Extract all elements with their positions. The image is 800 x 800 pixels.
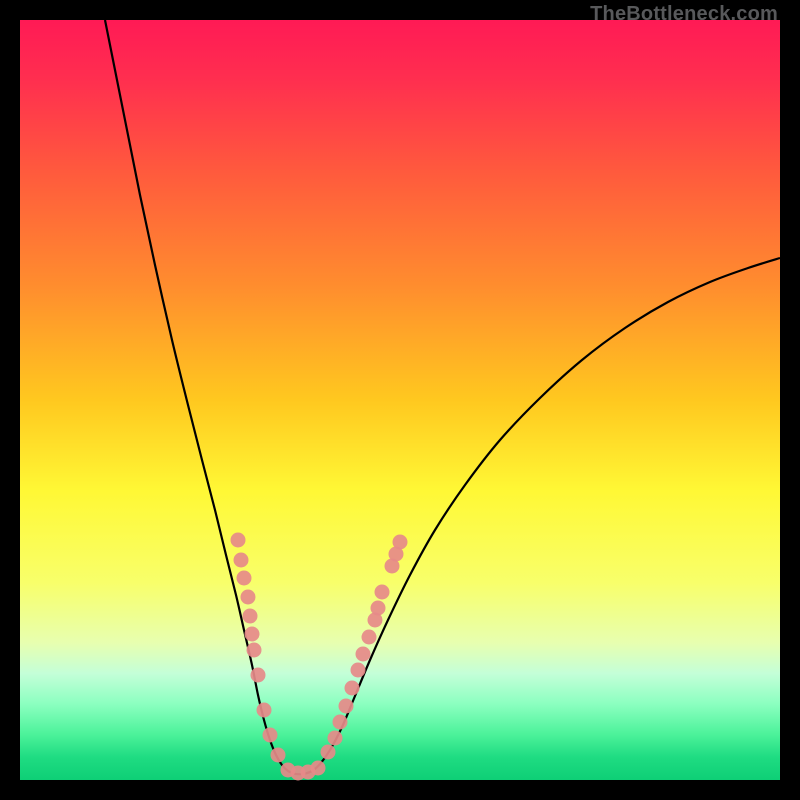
marker-point — [345, 681, 360, 696]
marker-point — [375, 585, 390, 600]
marker-point — [241, 590, 256, 605]
marker-point — [371, 601, 386, 616]
marker-point — [251, 668, 266, 683]
marker-point — [351, 663, 366, 678]
marker-point — [234, 553, 249, 568]
marker-point — [339, 699, 354, 714]
marker-group — [231, 533, 408, 781]
marker-point — [231, 533, 246, 548]
marker-point — [237, 571, 252, 586]
marker-point — [333, 715, 348, 730]
marker-point — [321, 745, 336, 760]
marker-point — [362, 630, 377, 645]
curve-right-branch — [295, 258, 780, 774]
chart-svg — [20, 20, 780, 780]
marker-point — [271, 748, 286, 763]
marker-point — [245, 627, 260, 642]
marker-point — [328, 731, 343, 746]
watermark-text: TheBottleneck.com — [590, 3, 778, 26]
marker-point — [247, 643, 262, 658]
marker-point — [311, 761, 326, 776]
marker-point — [243, 609, 258, 624]
plot-area — [20, 20, 780, 780]
marker-point — [393, 535, 408, 550]
curve-left-branch — [105, 20, 295, 774]
marker-point — [356, 647, 371, 662]
marker-point — [263, 728, 278, 743]
marker-point — [257, 703, 272, 718]
